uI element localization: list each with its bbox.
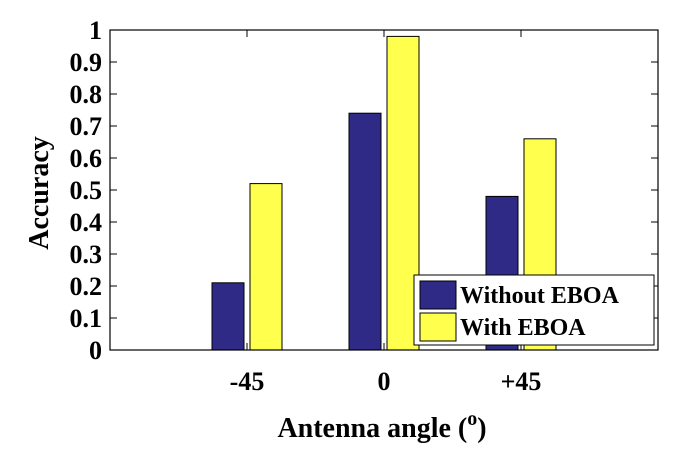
y-axis-ticks: 0 0.1 0.2 0.3 0.4 0.5 0.6 0.7 0.8 0.9 1 (70, 16, 658, 365)
y-tick-label: 0.3 (70, 240, 103, 269)
y-tick-label: 0.2 (70, 272, 103, 301)
legend-label-without-eboa: Without EBOA (460, 283, 620, 309)
x-tick-label: 0 (378, 367, 391, 396)
y-tick-label: 0.8 (70, 80, 103, 109)
plot-frame (109, 29, 659, 351)
y-tick-label: 0.6 (70, 144, 103, 173)
x-axis-ticks: -45 0 +45 (230, 30, 542, 396)
x-axis-title-suffix: ) (477, 413, 486, 444)
y-axis-title: Accuracy (24, 136, 55, 250)
bar-without-eboa--45 (211, 282, 245, 351)
y-tick-label: 0.9 (70, 48, 103, 77)
legend: Without EBOA With EBOA (413, 274, 655, 346)
y-tick-label: 1 (89, 16, 102, 45)
y-tick-label: 0.4 (70, 208, 103, 237)
x-tick-label: +45 (501, 367, 542, 396)
legend-label-with-eboa: With EBOA (460, 315, 586, 341)
x-axis-title-main: Antenna angle ( (277, 413, 467, 444)
bar-with-eboa--45 (249, 183, 283, 351)
legend-swatch-with-eboa (419, 312, 457, 342)
y-tick-label: 0.1 (70, 304, 103, 333)
y-tick-label: 0.7 (70, 112, 103, 141)
y-tick-label: 0.5 (70, 176, 103, 205)
bar-without-eboa-0 (348, 112, 382, 351)
y-tick-label: 0 (89, 336, 102, 365)
legend-swatch-without-eboa (419, 280, 457, 310)
x-axis-title-superscript: o (467, 408, 477, 430)
x-tick-label: -45 (230, 367, 265, 396)
x-axis-title: Antenna angle (o) (277, 408, 486, 444)
